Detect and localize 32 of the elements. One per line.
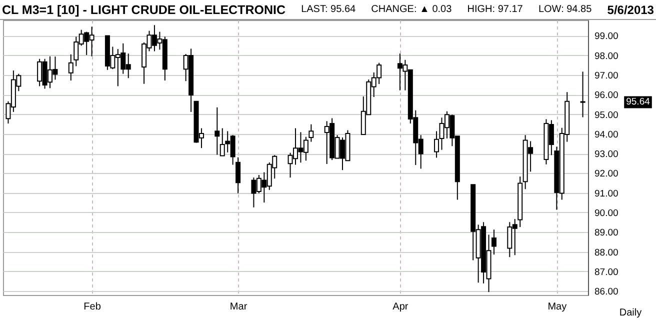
text: LOW: 94.85 [538,4,592,15]
x-tick-label: Mar [230,302,248,312]
x-axis-title: Daily [619,308,642,318]
candlestick [236,156,241,194]
text: 5/6/2013 [607,2,654,16]
y-tick-label: 97.00 [594,70,618,82]
candlestick [434,130,440,158]
y-tick-label: 95.00 [594,110,618,121]
chart-title: CL M3=1 [10] - LIGHT CRUDE OIL-ELECTRONIC [2,2,286,16]
x-tick-label: May [548,302,567,312]
text: LAST: 95.64 [301,4,356,15]
x-tick-label: Feb [84,302,102,312]
y-tick-label: 94.00 [594,129,618,140]
y-tick-label: 91.00 [594,188,618,200]
y-tick-label: 88.00 [594,247,618,258]
text: CHANGE: ▲ 0.03 [371,4,452,15]
y-tick-label: 86.00 [594,286,618,298]
candlestick [68,54,74,81]
y-tick-label: 98.00 [594,50,618,62]
x-tick-label: Apr [392,302,409,312]
candlestick [491,229,496,256]
y-tick-label: 99.00 [594,31,618,42]
candlestick [214,106,220,156]
y-tick-label: 89.00 [594,228,618,239]
y-tick-label: 90.00 [594,208,618,219]
text: HIGH: 97.17 [467,4,523,15]
candlestick [308,124,314,142]
y-tick-label: 96.00 [594,90,618,102]
candlestick [580,71,586,118]
y-tick-label: 87.00 [594,266,618,278]
y-tick-label: 93.00 [594,149,618,160]
y-tick-label: 92.00 [594,168,618,180]
